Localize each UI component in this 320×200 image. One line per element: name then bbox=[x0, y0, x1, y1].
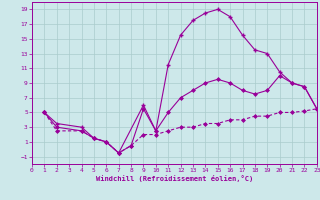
X-axis label: Windchill (Refroidissement éolien,°C): Windchill (Refroidissement éolien,°C) bbox=[96, 175, 253, 182]
